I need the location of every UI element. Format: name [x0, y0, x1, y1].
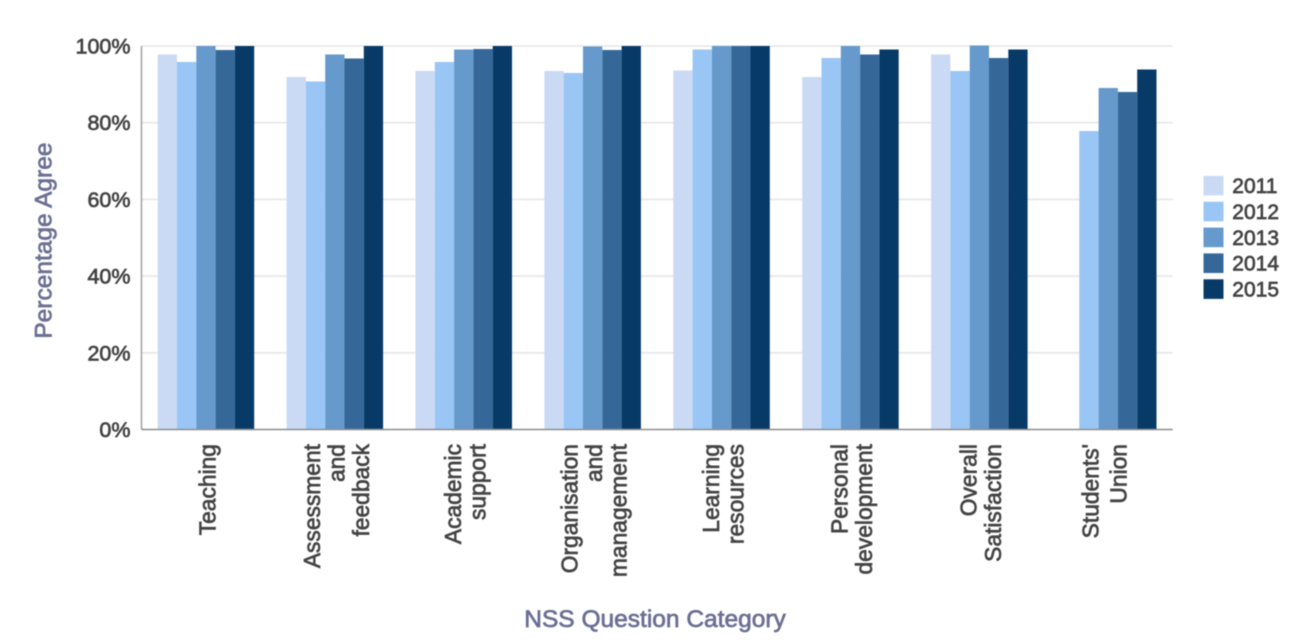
svg-text:development: development: [851, 443, 877, 574]
svg-text:100%: 100%: [76, 35, 131, 59]
svg-text:40%: 40%: [87, 265, 130, 289]
svg-text:Overall: Overall: [956, 444, 982, 516]
svg-text:2011: 2011: [1232, 175, 1277, 198]
svg-text:2014: 2014: [1232, 253, 1279, 276]
svg-text:80%: 80%: [87, 111, 130, 135]
svg-text:Assessment: Assessment: [299, 443, 325, 568]
svg-text:and: and: [581, 444, 607, 482]
svg-text:Union: Union: [1106, 444, 1132, 504]
svg-text:2012: 2012: [1232, 201, 1279, 224]
svg-text:Academic: Academic: [440, 444, 466, 544]
svg-text:20%: 20%: [87, 341, 130, 365]
svg-text:Learning: Learning: [698, 444, 724, 533]
svg-text:2013: 2013: [1232, 227, 1279, 250]
svg-text:Satisfaction: Satisfaction: [980, 444, 1006, 562]
svg-text:Personal: Personal: [827, 444, 853, 534]
svg-text:Teaching: Teaching: [194, 444, 220, 535]
svg-text:feedback: feedback: [348, 443, 374, 536]
svg-text:Students': Students': [1078, 444, 1104, 538]
svg-text:resources: resources: [722, 444, 748, 544]
svg-text:NSS Question Category: NSS Question Category: [524, 606, 786, 633]
svg-text:2015: 2015: [1232, 279, 1279, 302]
svg-text:management: management: [606, 443, 632, 577]
svg-text:60%: 60%: [87, 188, 130, 212]
svg-text:Organisation: Organisation: [557, 444, 583, 573]
svg-text:Percentage Agree: Percentage Agree: [31, 143, 58, 339]
svg-text:and: and: [323, 444, 349, 482]
svg-text:0%: 0%: [99, 418, 130, 442]
svg-text:support: support: [465, 443, 491, 520]
